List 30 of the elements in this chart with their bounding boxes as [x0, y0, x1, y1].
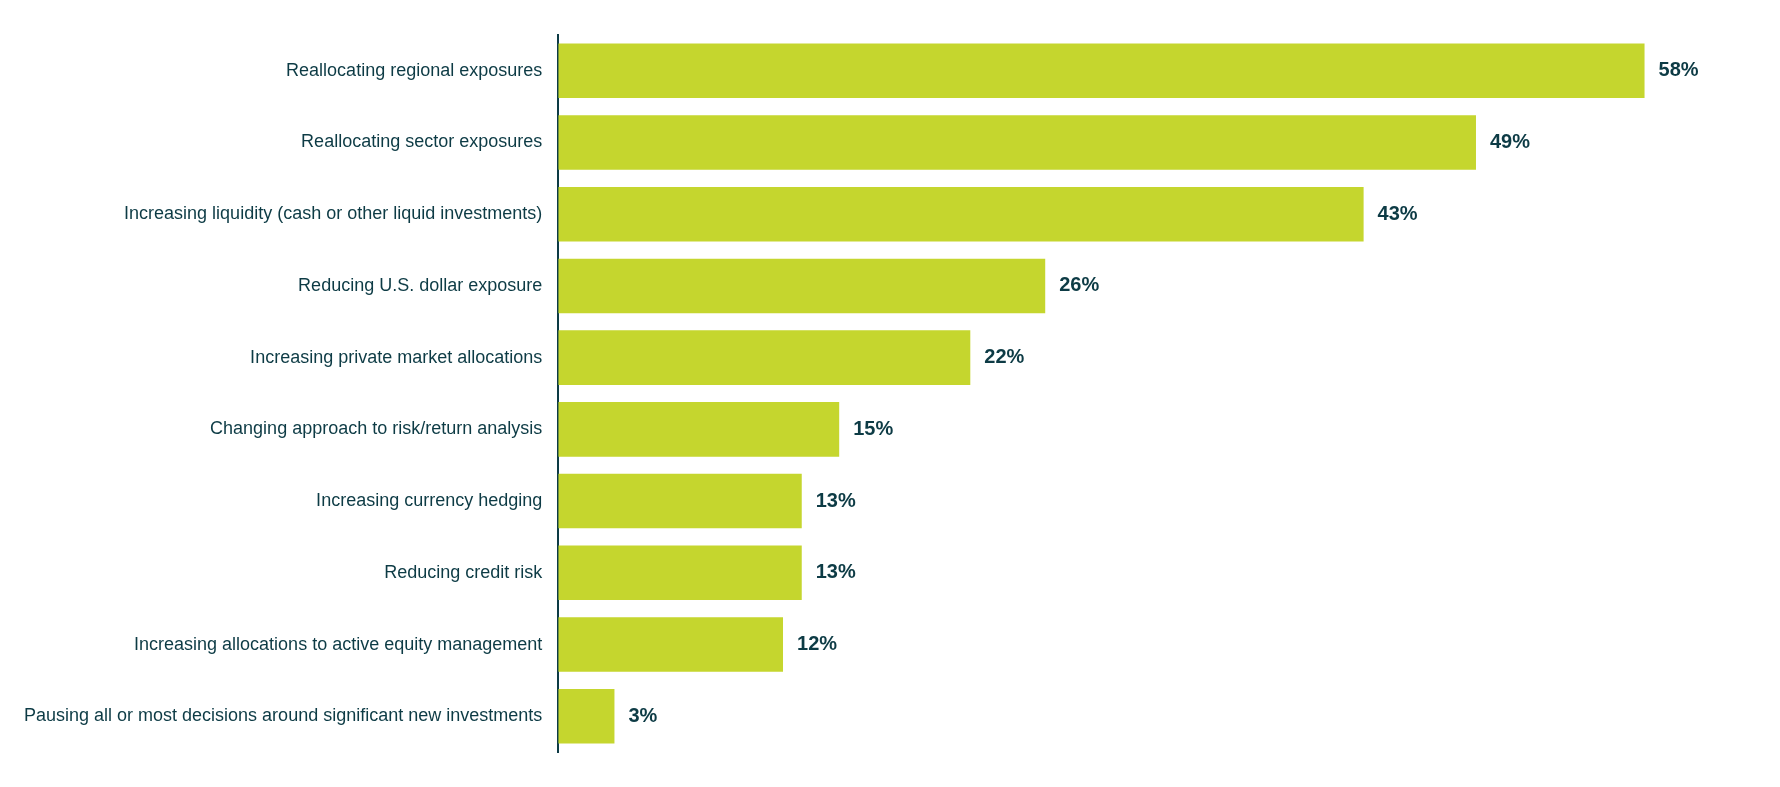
bar: [558, 617, 784, 672]
bar: [558, 186, 1364, 242]
bar: [558, 689, 615, 744]
y-tick-label: Increasing currency hedging: [316, 490, 543, 511]
data-label: 43%: [1377, 201, 1418, 224]
y-tick-label: Pausing all or most decisions around significant new investments: [24, 705, 543, 726]
y-tick-label: Reducing U.S. dollar exposure: [298, 274, 543, 295]
data-label: 3%: [628, 703, 658, 726]
y-tick-label: Increasing liquidity (cash or other liquid investments): [124, 203, 543, 224]
data-label: 15%: [853, 416, 894, 439]
bar: [558, 330, 971, 385]
data-label: 58%: [1658, 58, 1699, 81]
bar: [558, 258, 1046, 314]
bar: [558, 402, 840, 457]
y-tick-label: Reducing credit risk: [384, 561, 544, 582]
y-tick-label: Increasing private market allocations: [250, 346, 543, 367]
data-label: 12%: [797, 632, 838, 655]
data-label: 26%: [1059, 273, 1100, 296]
y-tick-label: Reallocating regional exposures: [286, 59, 543, 80]
data-label: 13%: [815, 560, 856, 583]
y-tick-label: Reallocating sector exposures: [301, 131, 543, 152]
y-tick-label: Changing approach to risk/return analysis: [210, 418, 543, 439]
bar: [558, 43, 1645, 98]
data-label: 49%: [1489, 129, 1531, 152]
bar: [558, 545, 802, 601]
bar: [558, 473, 802, 529]
data-label: 22%: [984, 345, 1025, 368]
data-label: 13%: [815, 488, 856, 511]
y-tick-label: Increasing allocations to active equity management: [134, 633, 543, 654]
bar: [558, 115, 1476, 170]
